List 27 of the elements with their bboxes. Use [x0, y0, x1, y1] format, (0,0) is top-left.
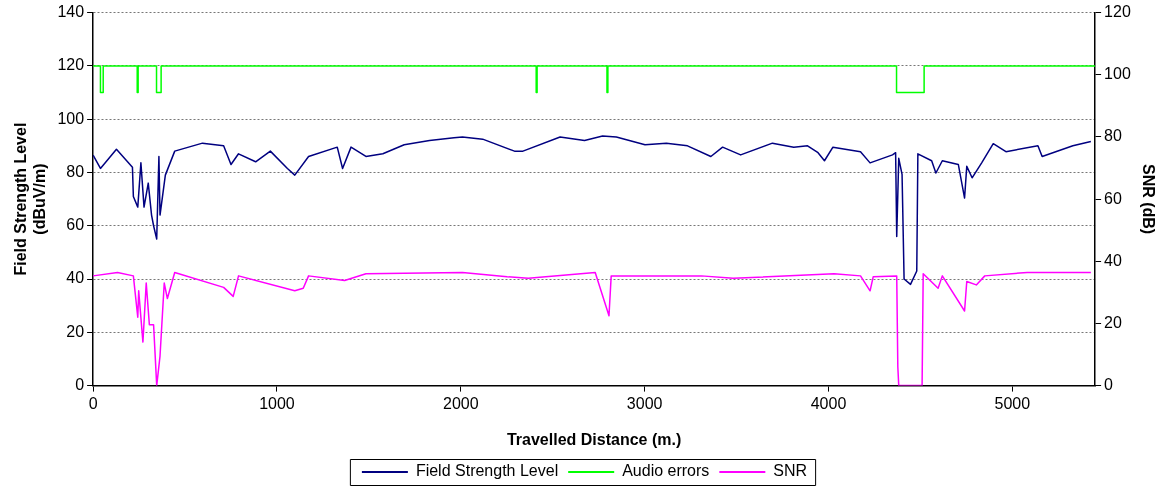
x-tick-label: 0: [88, 394, 98, 412]
legend-label: Audio errors: [622, 462, 710, 480]
y-tick-label: 0: [75, 376, 85, 394]
y2-tick-label: 0: [1104, 376, 1114, 394]
y-tick-label: 60: [66, 216, 85, 234]
x-tick-label: 1000: [259, 394, 295, 412]
legend-label: SNR: [773, 462, 808, 480]
y-tick-label: 20: [66, 322, 85, 340]
y2-tick-label: 80: [1104, 127, 1122, 145]
y-axis-title: Field Strength Level (dBuV/m): [12, 122, 49, 276]
y-tick-label: 120: [57, 56, 85, 74]
y2-tick-label: 100: [1104, 65, 1131, 83]
y-tick-label: 40: [66, 269, 85, 287]
y2-tick-label: 60: [1104, 189, 1122, 207]
x-tick-label: 3000: [626, 394, 663, 412]
y-tick-label: 140: [57, 3, 85, 21]
x-tick-label: 2000: [443, 394, 479, 412]
legend-label: Field Strength Level: [415, 462, 559, 480]
x-axis-title: Travelled Distance (m.): [506, 430, 682, 448]
y2-tick-label: 20: [1104, 313, 1122, 331]
y2-tick-label: 40: [1104, 251, 1122, 269]
x-tick-label: 4000: [810, 394, 847, 412]
y2-tick-label: 120: [1104, 3, 1131, 21]
x-tick-label: 5000: [994, 394, 1031, 412]
y2-axis-title: SNR (dB): [1139, 163, 1157, 235]
y-tick-label: 100: [57, 109, 85, 127]
y-tick-label: 80: [66, 162, 85, 180]
